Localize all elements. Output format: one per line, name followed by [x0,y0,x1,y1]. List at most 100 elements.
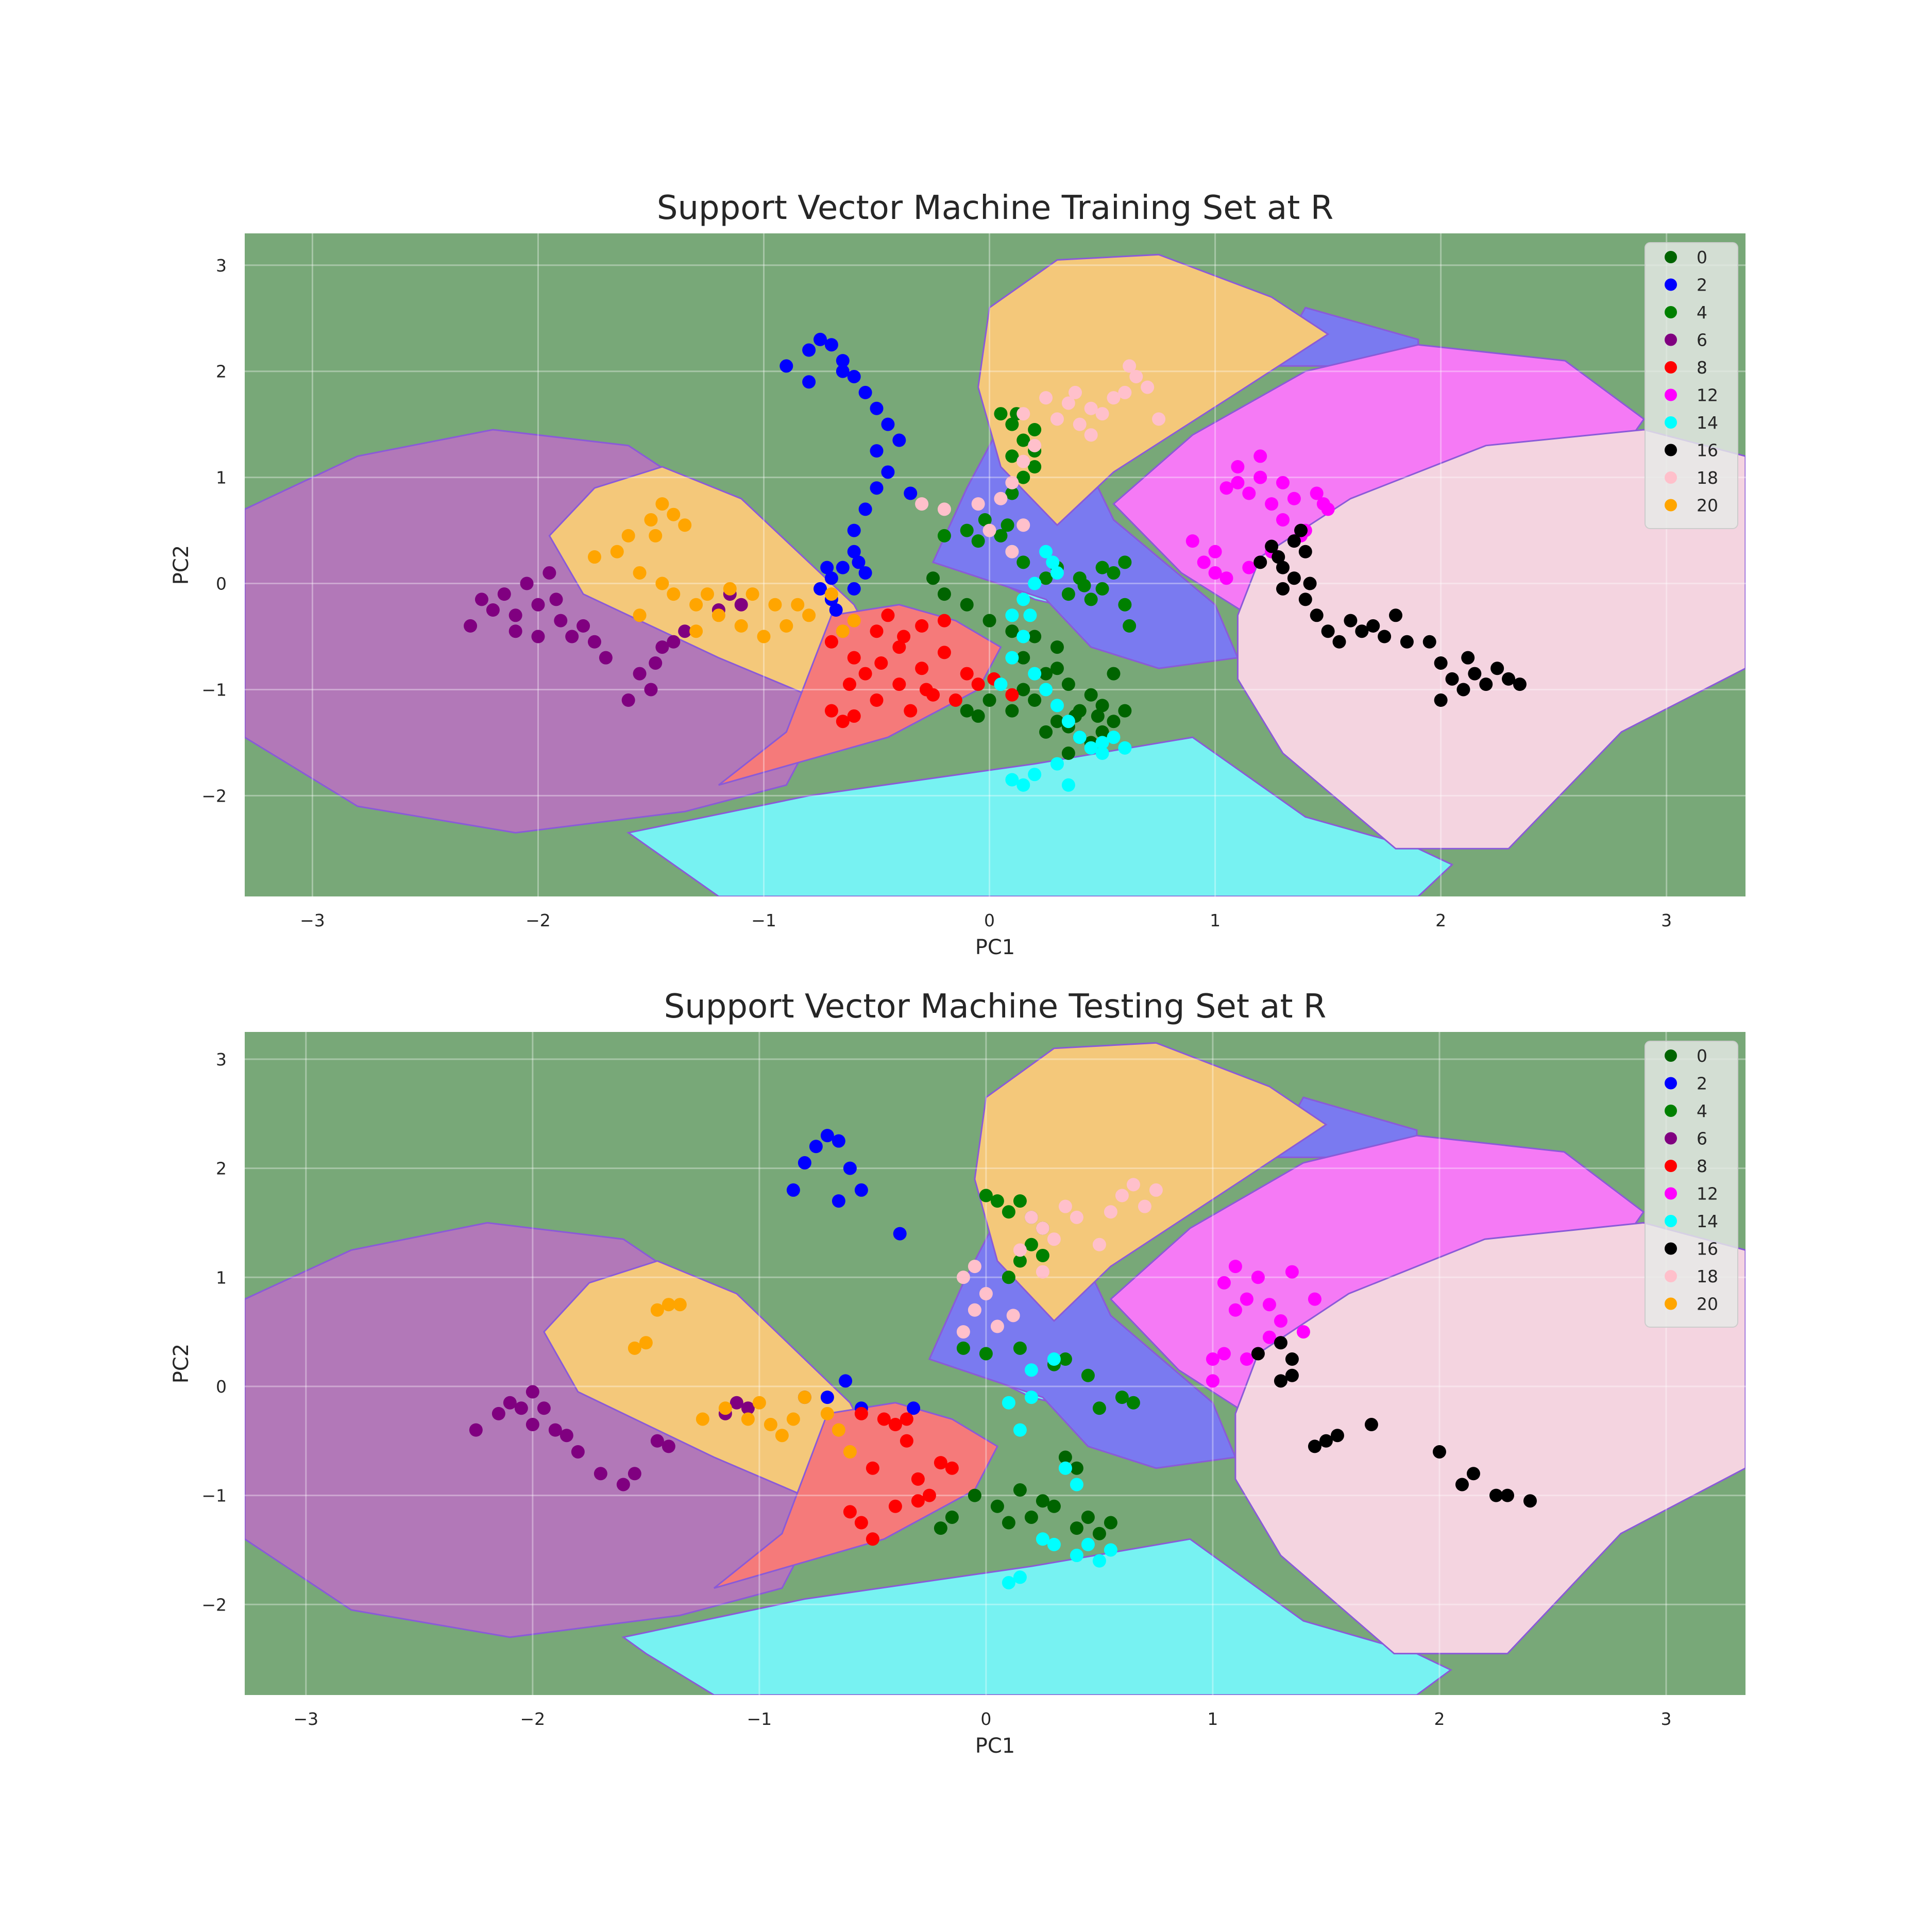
point-class-6 [514,1401,528,1415]
point-class-6 [549,592,563,606]
scatter-points [464,332,1527,792]
legend-marker [1665,1049,1677,1062]
point-class-2 [832,1134,845,1148]
x-axis-label: PC1 [975,1734,1015,1758]
point-class-0 [1002,1516,1015,1530]
point-class-16 [1389,608,1403,622]
point-class-6 [599,651,613,665]
point-class-8 [824,704,838,718]
point-class-0 [1039,725,1053,739]
point-class-16 [1434,693,1448,707]
point-class-16 [1332,635,1346,649]
x-tick-label: 0 [980,1709,991,1729]
point-class-20 [768,598,782,612]
point-class-8 [888,1499,902,1513]
point-class-16 [1513,677,1527,691]
point-class-0 [1039,667,1053,681]
point-class-0 [990,1499,1004,1513]
point-class-18 [1126,1178,1140,1192]
legend-marker [1665,1215,1677,1227]
point-class-8 [915,662,929,675]
point-class-2 [892,433,906,447]
point-class-6 [587,635,601,649]
point-class-4 [978,513,992,527]
point-class-0 [1050,640,1064,654]
point-class-20 [741,1412,755,1426]
point-class-0 [934,1521,947,1535]
point-class-6 [554,614,568,628]
point-class-2 [809,1140,823,1154]
point-class-18 [1129,369,1143,383]
point-class-6 [526,1385,539,1399]
legend-entry-label: 16 [1697,440,1718,461]
point-class-2 [858,502,872,516]
y-tick-label: 2 [216,1159,227,1179]
point-class-20 [650,1303,664,1317]
point-class-14 [1050,566,1064,580]
point-class-6 [503,1396,517,1410]
point-class-8 [870,693,884,707]
point-class-16 [1319,1434,1333,1448]
point-class-0 [1047,1499,1061,1513]
point-class-18 [1149,1183,1163,1197]
point-class-20 [824,587,838,601]
point-class-12 [1185,534,1199,548]
point-class-2 [820,1129,834,1143]
point-class-16 [1456,683,1470,697]
point-class-14 [1013,1570,1027,1584]
y-tick-label: 3 [216,1049,227,1070]
point-class-2 [858,385,872,399]
point-class-20 [644,513,658,527]
point-class-14 [1070,1478,1083,1492]
x-tick-label: 2 [1435,910,1446,930]
point-class-6 [531,630,545,643]
point-class-6 [644,683,658,697]
point-class-2 [779,359,793,373]
point-class-8 [888,1418,902,1432]
point-class-16 [1445,672,1459,686]
point-class-20 [628,1341,641,1355]
point-class-4 [1016,433,1030,447]
point-class-4 [1013,1194,1027,1208]
point-class-4 [1016,555,1030,569]
legend-marker [1665,333,1677,346]
point-class-14 [1013,1423,1027,1437]
point-class-14 [1002,1575,1015,1589]
point-class-8 [870,624,884,638]
point-class-16 [1364,1418,1378,1432]
point-class-20 [667,587,681,601]
point-class-0 [1104,1516,1117,1530]
point-class-6 [633,667,647,681]
point-class-4 [1095,561,1109,574]
point-class-8 [971,677,985,691]
legend-entry-label: 0 [1697,247,1707,267]
point-class-18 [1070,1210,1083,1224]
point-class-6 [537,1401,551,1415]
point-class-18 [979,1287,993,1301]
point-class-2 [839,1374,853,1388]
y-tick-label: −1 [201,1486,227,1506]
point-class-12 [1308,1292,1321,1306]
point-class-14 [1081,1537,1095,1551]
point-class-4 [1002,1205,1015,1219]
point-class-16 [1523,1494,1537,1508]
point-class-12 [1208,545,1222,558]
point-class-0 [1095,699,1109,713]
point-class-8 [897,630,911,643]
point-class-20 [832,1423,845,1437]
point-class-6 [628,1467,641,1481]
point-class-20 [633,608,647,622]
y-tick-label: 0 [216,574,227,594]
point-class-4 [1013,1254,1027,1268]
point-class-16 [1276,582,1290,596]
point-class-2 [847,523,861,537]
point-class-2 [854,1183,868,1197]
point-class-14 [1016,592,1030,606]
point-class-12 [1206,1352,1219,1366]
point-class-14 [1039,683,1053,697]
point-class-16 [1461,651,1475,665]
legend-entry-label: 6 [1697,1129,1707,1149]
point-class-20 [757,630,771,643]
point-class-18 [1016,407,1030,421]
